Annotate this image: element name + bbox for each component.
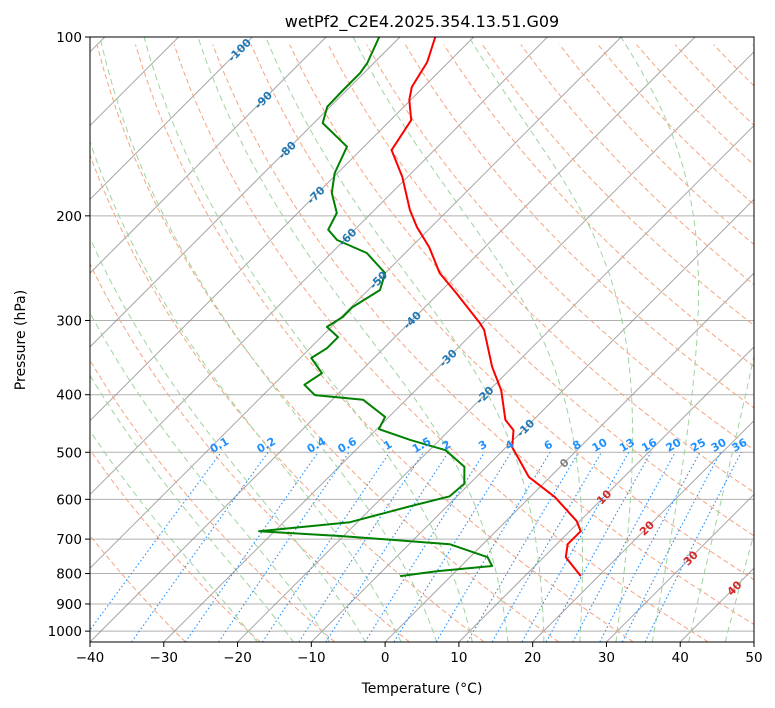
mixing-ratio-line xyxy=(364,451,486,642)
moist-adiabat-line xyxy=(90,311,331,642)
dry-adiabat-line xyxy=(751,44,754,48)
axes: −40 −30 −20 −10 0 10 20 30 40 50 100 200 300 400 500 60… xyxy=(48,30,763,666)
isotherm-line xyxy=(532,419,754,642)
y-tick-label: 700 xyxy=(56,532,82,548)
dry-adiabat-line xyxy=(289,44,754,537)
mixing-ratio-label: 3 xyxy=(476,438,489,453)
moist-adiabat-line xyxy=(265,37,545,642)
mixing-ratio-label: 2 xyxy=(440,438,453,453)
isotherm-line xyxy=(163,51,754,642)
isotherm-line xyxy=(90,37,401,348)
mixing-ratio-line xyxy=(131,451,269,642)
temperature-profile-line xyxy=(390,37,582,577)
mixing-ratio-line xyxy=(621,452,721,642)
moist-adiabat-line xyxy=(90,236,366,642)
y-axis-label: Pressure (hPa) xyxy=(13,290,29,390)
moist-adiabat-line xyxy=(352,37,583,642)
isotherm-line xyxy=(237,124,754,642)
mixing-ratio-line xyxy=(491,451,602,642)
x-tick-label: −30 xyxy=(150,650,179,666)
dry-adiabat-line xyxy=(327,44,754,494)
y-tick-label: 400 xyxy=(56,388,82,404)
x-tick-label: 50 xyxy=(745,650,762,666)
x-tick-label: −20 xyxy=(223,650,252,666)
dry-adiabat-line xyxy=(90,153,485,642)
mixing-ratio-line xyxy=(218,451,350,642)
y-tick-label: 1000 xyxy=(48,624,82,640)
dry-adiabat-line xyxy=(212,44,754,626)
x-tick-label: 30 xyxy=(598,650,615,666)
isotherm-line xyxy=(90,37,696,642)
dewpoint-profile-line xyxy=(258,37,494,578)
y-tick-label: 100 xyxy=(56,30,82,46)
dry-adiabat-line xyxy=(90,448,261,642)
isotherm-line xyxy=(90,37,548,496)
dry-adiabat-line xyxy=(713,44,754,87)
moist-adiabat-line xyxy=(620,37,699,642)
dry-adiabat-line xyxy=(173,44,709,642)
dry-adiabat-line xyxy=(96,44,560,642)
mixing-ratio-line xyxy=(184,451,319,642)
moist-adiabat-line xyxy=(90,374,295,642)
moist-adiabat-line xyxy=(90,140,402,642)
dry-adiabat-line xyxy=(443,44,754,368)
y-tick-label: 200 xyxy=(56,209,82,225)
y-tick-label: 900 xyxy=(56,597,82,613)
mixing-ratio-line xyxy=(572,452,676,642)
isotherm-line xyxy=(90,37,622,569)
mixing-ratio-line xyxy=(644,452,742,642)
moist-adiabat-line xyxy=(99,37,438,642)
mixing-ratio-line xyxy=(261,451,391,642)
mixing-ratio-line xyxy=(325,451,449,642)
dry-adiabat-line xyxy=(520,44,754,286)
moist-adiabat-line xyxy=(197,37,509,642)
chart-title: wetPf2_C2E4.2025.354.13.51.G09 xyxy=(285,12,559,32)
moist-adiabat-line xyxy=(468,37,634,642)
plot-area xyxy=(90,37,754,642)
mixing-ratio-line xyxy=(521,452,630,642)
y-tick-label: 800 xyxy=(56,567,82,583)
moist-adiabat-line xyxy=(90,429,258,642)
dry-adiabat-line xyxy=(250,44,754,581)
dry-adiabat-line xyxy=(90,262,410,642)
isotherm-line xyxy=(753,641,754,642)
y-tick-label: 300 xyxy=(56,313,82,329)
isotherm-line xyxy=(384,272,754,642)
dry-adiabat-line xyxy=(90,534,186,642)
mixing-ratio-line xyxy=(599,452,701,642)
isotherm-line xyxy=(90,37,253,201)
plot-frame xyxy=(89,36,755,643)
mixing-ratio-label: 6 xyxy=(542,438,555,453)
x-tick-label: −10 xyxy=(297,650,326,666)
mixing-ratio-line xyxy=(466,452,580,642)
y-tick-label: 600 xyxy=(56,492,82,508)
moist-adiabat-line xyxy=(688,353,754,642)
isotherm-line xyxy=(458,346,754,642)
x-tick-label: −40 xyxy=(76,650,105,666)
dry-adiabat-line xyxy=(366,44,754,451)
x-tick-label: 10 xyxy=(450,650,467,666)
x-tick-label: 40 xyxy=(672,650,689,666)
dry-adiabat-line xyxy=(404,44,754,409)
moist-adiabat-line xyxy=(143,37,473,642)
isotherm-line xyxy=(90,37,327,274)
x-tick-label: 0 xyxy=(381,650,390,666)
dry-adiabat-line xyxy=(481,44,754,326)
mixing-ratio-line xyxy=(393,451,512,642)
x-axis-label: Temperature (°C) xyxy=(361,681,483,697)
isotherm-line xyxy=(606,493,754,642)
dry-adiabat-line xyxy=(90,359,336,642)
y-tick-label: 500 xyxy=(56,445,82,461)
moist-adiabat-line xyxy=(724,532,754,642)
x-tick-label: 20 xyxy=(524,650,541,666)
mixing-ratio-line xyxy=(90,451,222,632)
isotherm-line xyxy=(90,37,475,422)
isotherm-label: -80 xyxy=(276,138,299,161)
mixing-ratio-line xyxy=(298,451,424,642)
isotherm-label: -100 xyxy=(225,36,254,65)
dry-adiabat-line xyxy=(135,44,634,642)
